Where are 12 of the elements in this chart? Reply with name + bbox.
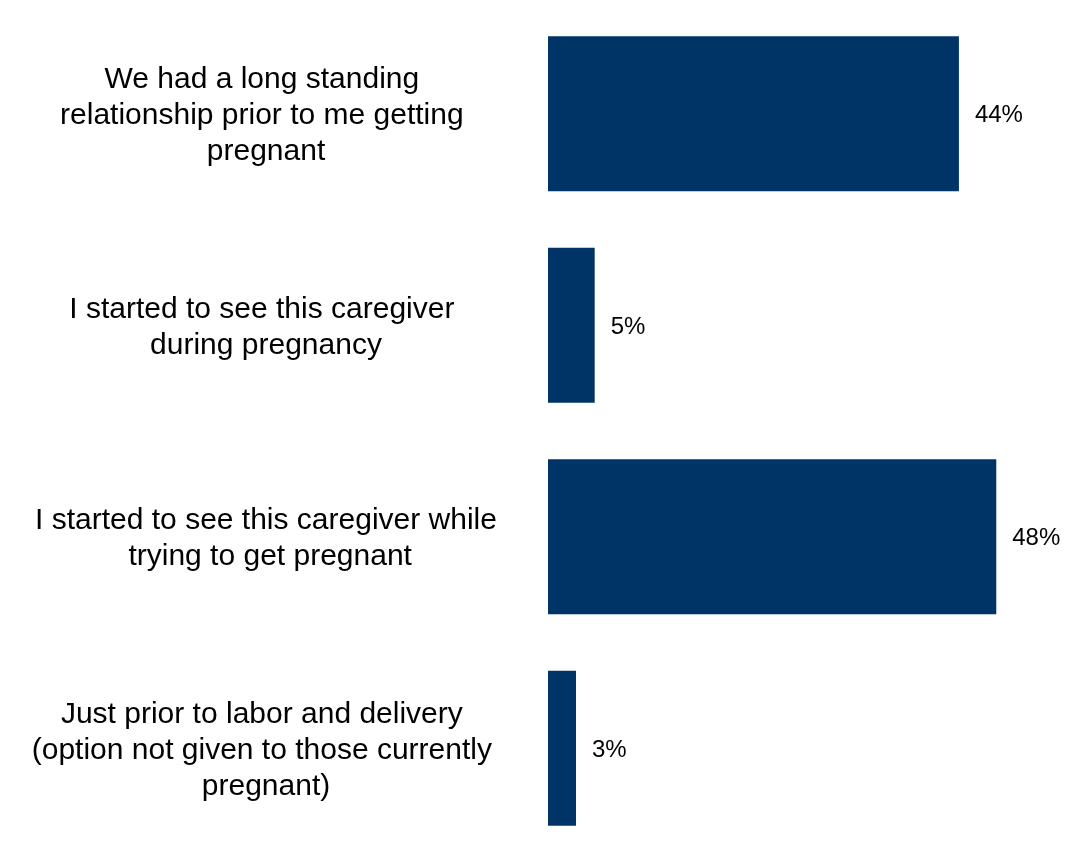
data-label: 5% [610, 311, 646, 339]
y-tick-label: We had a long standing relationship prior to me getting pregnant [60, 61, 472, 167]
data-label: 48% [1012, 523, 1061, 551]
bar [548, 459, 997, 615]
data-label: 3% [592, 734, 627, 762]
bar [548, 247, 595, 403]
y-tick-label: I started to see this caregiver during pregnancy [69, 290, 463, 360]
data-label: 44% [974, 100, 1023, 128]
bar [548, 36, 959, 192]
y-tick-label: I started to see this caregiver while trying to get pregnant [35, 502, 497, 572]
y-tick-label: Just prior to labor and delivery (option not given to those currently pregnant) [31, 695, 501, 801]
bar [548, 670, 577, 826]
